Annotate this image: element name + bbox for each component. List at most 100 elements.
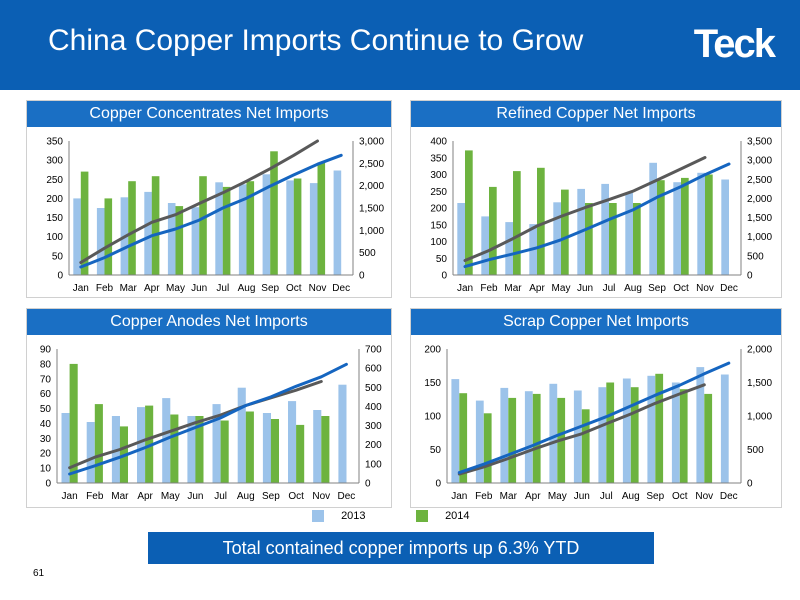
bar-2014-mar bbox=[128, 181, 136, 275]
x-tick-label: Oct bbox=[673, 283, 689, 294]
y-tick-label: 200 bbox=[430, 204, 447, 215]
y2-tick-label: 400 bbox=[365, 402, 382, 413]
chart-svg: 0 50 100 150 200 0 500 1,000 1,500 2,000 Jan Feb Mar… bbox=[424, 345, 772, 503]
y2-tick-label: 1,000 bbox=[747, 232, 772, 243]
bar-2014-sep bbox=[655, 373, 664, 483]
y-tick-label: 100 bbox=[46, 232, 63, 243]
x-tick-label: Feb bbox=[475, 491, 493, 502]
bar-2014-aug bbox=[630, 387, 639, 483]
bar-2013-aug bbox=[622, 378, 631, 483]
y-tick-label: 300 bbox=[46, 156, 63, 167]
legend-item-2014: 2014 bbox=[416, 510, 470, 528]
x-tick-label: Oct bbox=[288, 491, 304, 502]
bar-2014-may bbox=[170, 414, 179, 483]
cumulative-line-blue bbox=[79, 153, 343, 269]
y2-tick-label: 300 bbox=[365, 421, 382, 432]
cumulative-line-blue bbox=[457, 361, 731, 475]
chart-title: Refined Copper Net Imports bbox=[411, 101, 781, 127]
bar-2014-oct bbox=[293, 178, 302, 275]
chart-panel-scrap: Scrap Copper Net Imports 0 50 100 150 200 0 50… bbox=[410, 308, 782, 508]
y2-tick-label: 2,500 bbox=[359, 159, 384, 170]
y-tick-label: 0 bbox=[45, 479, 51, 490]
bar-2013-oct bbox=[671, 382, 680, 483]
y-tick-label: 100 bbox=[424, 412, 441, 423]
y-tick-label: 100 bbox=[430, 237, 447, 248]
bar-2013-apr bbox=[144, 191, 152, 275]
x-tick-label: Oct bbox=[286, 283, 302, 294]
bar-2013-feb bbox=[96, 208, 105, 275]
bar-2014-jan bbox=[80, 171, 89, 275]
chart-svg: 0 50 100 150 200 250 300 350 0 500 1,000 1,500 2,000… bbox=[46, 137, 384, 295]
y2-tick-label: 2,000 bbox=[747, 194, 772, 205]
chart-title: Copper Anodes Net Imports bbox=[27, 309, 391, 335]
bar-2014-nov bbox=[705, 174, 713, 275]
y-tick-label: 30 bbox=[40, 434, 52, 445]
y2-tick-label: 2,000 bbox=[359, 181, 384, 192]
bar-2014-jun bbox=[199, 176, 207, 275]
bar-2014-sep bbox=[657, 180, 665, 275]
x-tick-label: Sep bbox=[262, 491, 280, 502]
x-tick-label: Nov bbox=[696, 283, 714, 294]
x-tick-label: Aug bbox=[237, 491, 255, 502]
y-tick-label: 50 bbox=[40, 404, 52, 415]
y-tick-label: 150 bbox=[424, 378, 441, 389]
bar-2014-feb bbox=[104, 198, 113, 275]
chart-panel-refined: Refined Copper Net Imports 0 50 100 150 200 2… bbox=[410, 100, 782, 298]
y2-tick-label: 1,000 bbox=[359, 226, 384, 237]
x-tick-label: Jan bbox=[62, 491, 78, 502]
y-tick-label: 40 bbox=[40, 419, 52, 430]
legend-label: 2013 bbox=[341, 510, 366, 523]
bar-2013-oct bbox=[288, 401, 297, 483]
bar-2014-may bbox=[175, 206, 184, 275]
bar-2013-dec bbox=[720, 374, 729, 483]
y-tick-label: 250 bbox=[430, 187, 447, 198]
x-tick-label: Apr bbox=[525, 491, 541, 502]
y2-tick-label: 0 bbox=[365, 479, 371, 490]
y-tick-label: 0 bbox=[57, 271, 63, 282]
bar-2013-jan bbox=[451, 379, 460, 483]
bar-2014-oct bbox=[681, 177, 689, 275]
chart-svg: 0 50 100 150 200 250 300 350 400 0 500 1,000 1,500 2,… bbox=[430, 137, 772, 295]
teck-logo: Teck bbox=[693, 22, 776, 66]
cumulative-line-dark bbox=[79, 139, 319, 264]
x-tick-label: Sep bbox=[648, 283, 666, 294]
cumulative-line-blue bbox=[68, 362, 348, 476]
y-tick-label: 50 bbox=[430, 445, 442, 456]
bar-2014-oct bbox=[679, 389, 688, 483]
y-tick-label: 0 bbox=[441, 271, 447, 282]
bar-2013-oct bbox=[673, 182, 681, 275]
bar-2014-jan bbox=[69, 363, 78, 483]
bar-2014-mar bbox=[513, 171, 521, 275]
x-tick-label: Mar bbox=[504, 283, 522, 294]
bar-2013-feb bbox=[475, 400, 484, 483]
x-tick-label: Mar bbox=[500, 491, 518, 502]
bar-2013-dec bbox=[333, 170, 342, 275]
y-tick-label: 200 bbox=[424, 345, 441, 356]
y2-tick-label: 700 bbox=[365, 345, 382, 356]
bar-2013-jan bbox=[457, 203, 465, 275]
x-tick-label: Nov bbox=[695, 491, 713, 502]
bar-2014-sep bbox=[270, 419, 279, 483]
y-tick-label: 60 bbox=[40, 389, 52, 400]
y2-tick-label: 0 bbox=[747, 479, 753, 490]
y-tick-label: 50 bbox=[436, 254, 448, 265]
bar-2014-may bbox=[561, 189, 569, 275]
y2-tick-label: 600 bbox=[365, 364, 382, 375]
y-tick-label: 80 bbox=[40, 359, 52, 370]
bar-2014-jan bbox=[465, 150, 473, 275]
y-tick-label: 350 bbox=[430, 153, 447, 164]
y2-tick-label: 1,500 bbox=[747, 378, 772, 389]
bar-2013-oct bbox=[286, 180, 294, 275]
x-tick-label: Jan bbox=[73, 283, 89, 294]
header-bar: China Copper Imports Continue to Grow Te… bbox=[0, 0, 800, 90]
page-number: 61 bbox=[33, 568, 45, 579]
x-tick-label: Feb bbox=[480, 283, 498, 294]
cumulative-line-blue bbox=[463, 162, 731, 269]
bar-2013-sep bbox=[649, 162, 657, 275]
y2-tick-label: 1,500 bbox=[359, 204, 384, 215]
bar-2013-nov bbox=[309, 183, 318, 275]
x-tick-label: Jan bbox=[457, 283, 473, 294]
legend-swatch bbox=[416, 510, 428, 523]
x-tick-label: Feb bbox=[86, 491, 104, 502]
bar-2013-may bbox=[553, 202, 561, 275]
